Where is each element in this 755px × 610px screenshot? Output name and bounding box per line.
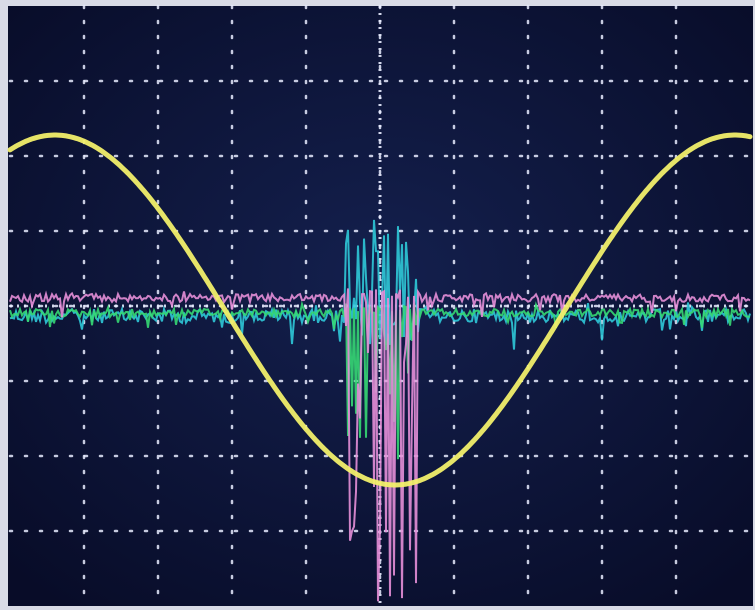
oscilloscope-photo — [0, 0, 755, 610]
